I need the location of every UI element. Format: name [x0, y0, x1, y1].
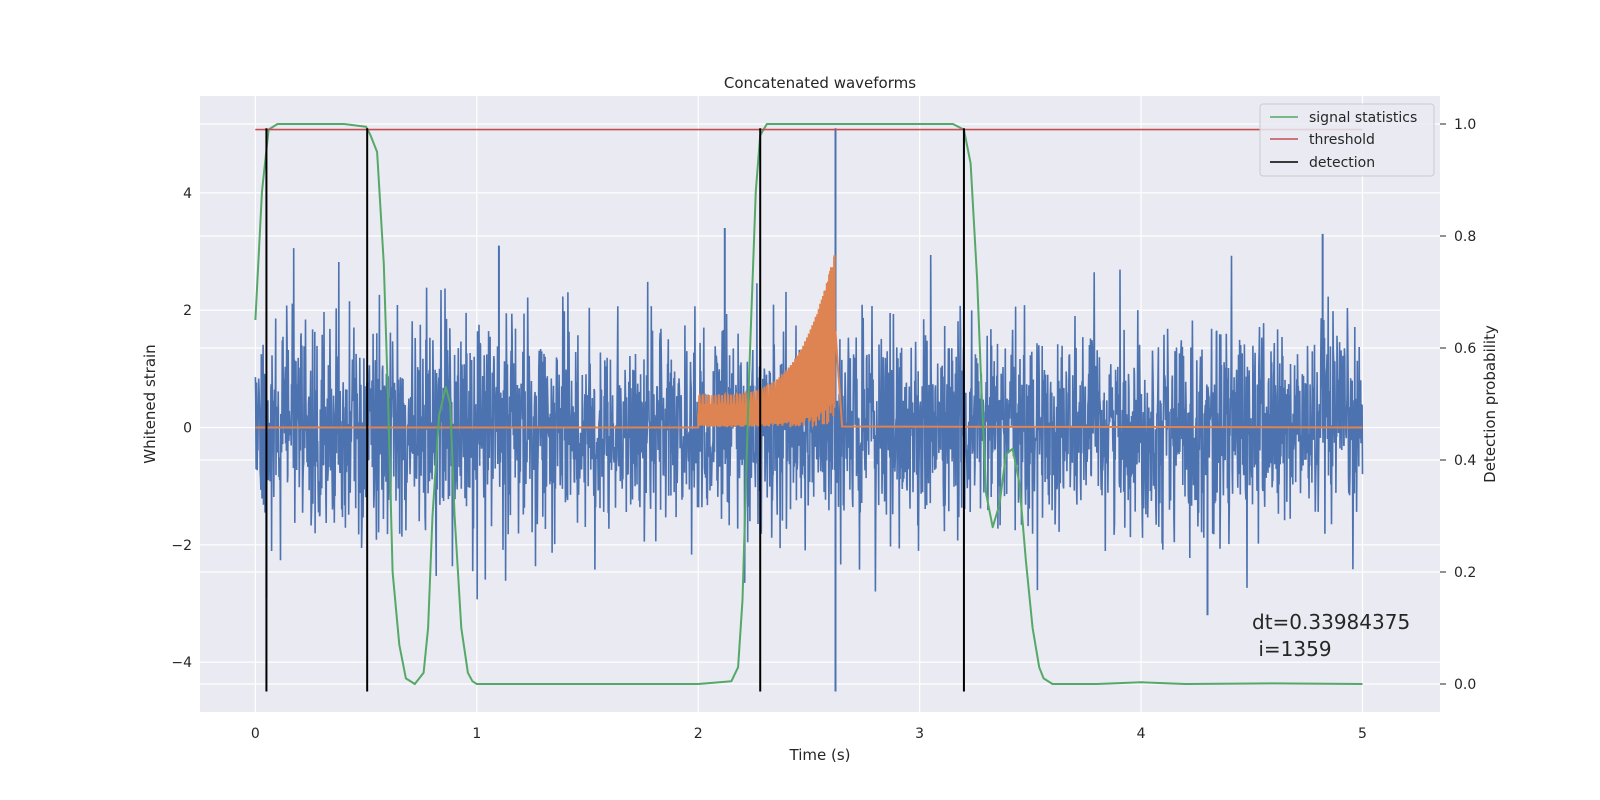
x-axis-ticks: 0 1 2 3 4 5: [251, 726, 1367, 742]
y-axis-label: Whitened strain: [141, 344, 159, 463]
x-tick-label: 5: [1358, 726, 1367, 742]
signal-statistics-line: [254, 123, 1363, 685]
y-tick-label: 4: [183, 186, 192, 202]
legend-box: [1259, 103, 1435, 177]
strain-line: [254, 248, 1364, 600]
template-series: [255, 255, 1363, 429]
y-right-tick-label: 0.8: [1454, 229, 1476, 245]
y-axis-right-ticks: 0.0 0.2 0.4 0.6 0.8 1.0: [1440, 117, 1476, 693]
y-right-tick-label: 0.0: [1454, 677, 1476, 693]
legend-label-threshold: threshold: [1309, 132, 1375, 148]
legend: signal statistics threshold detection: [1259, 103, 1435, 177]
annotation-line-2: i=1359: [1252, 637, 1332, 661]
x-axis-label: Time (s): [789, 746, 851, 764]
signal-statistics-series: [254, 123, 1363, 685]
y-right-tick-label: 0.6: [1454, 341, 1476, 357]
detection-series: [265, 128, 965, 692]
annotation-line-1: dt=0.33984375: [1252, 610, 1410, 634]
x-tick-label: 3: [915, 726, 924, 742]
y-right-tick-label: 0.2: [1454, 565, 1476, 581]
y-tick-label: 0: [183, 420, 192, 436]
chart-title: Concatenated waveforms: [724, 74, 916, 92]
x-tick-label: 1: [472, 726, 481, 742]
legend-label-signal-statistics: signal statistics: [1309, 110, 1417, 126]
y-tick-label: 2: [183, 303, 192, 319]
y-axis-ticks: −4 −2 0 2 4: [171, 186, 192, 671]
y-right-tick-label: 0.4: [1454, 453, 1476, 469]
y-axis-right-label: Detection probability: [1481, 325, 1499, 483]
x-tick-label: 0: [251, 726, 260, 742]
y-tick-label: −2: [171, 538, 192, 554]
x-tick-label: 4: [1137, 726, 1146, 742]
y-tick-label: −4: [171, 655, 192, 671]
annotation: dt=0.33984375 i=1359: [1252, 610, 1410, 661]
x-tick-label: 2: [694, 726, 703, 742]
template-line: [255, 255, 1363, 429]
legend-label-detection: detection: [1309, 155, 1375, 171]
y-right-tick-label: 1.0: [1454, 117, 1476, 133]
